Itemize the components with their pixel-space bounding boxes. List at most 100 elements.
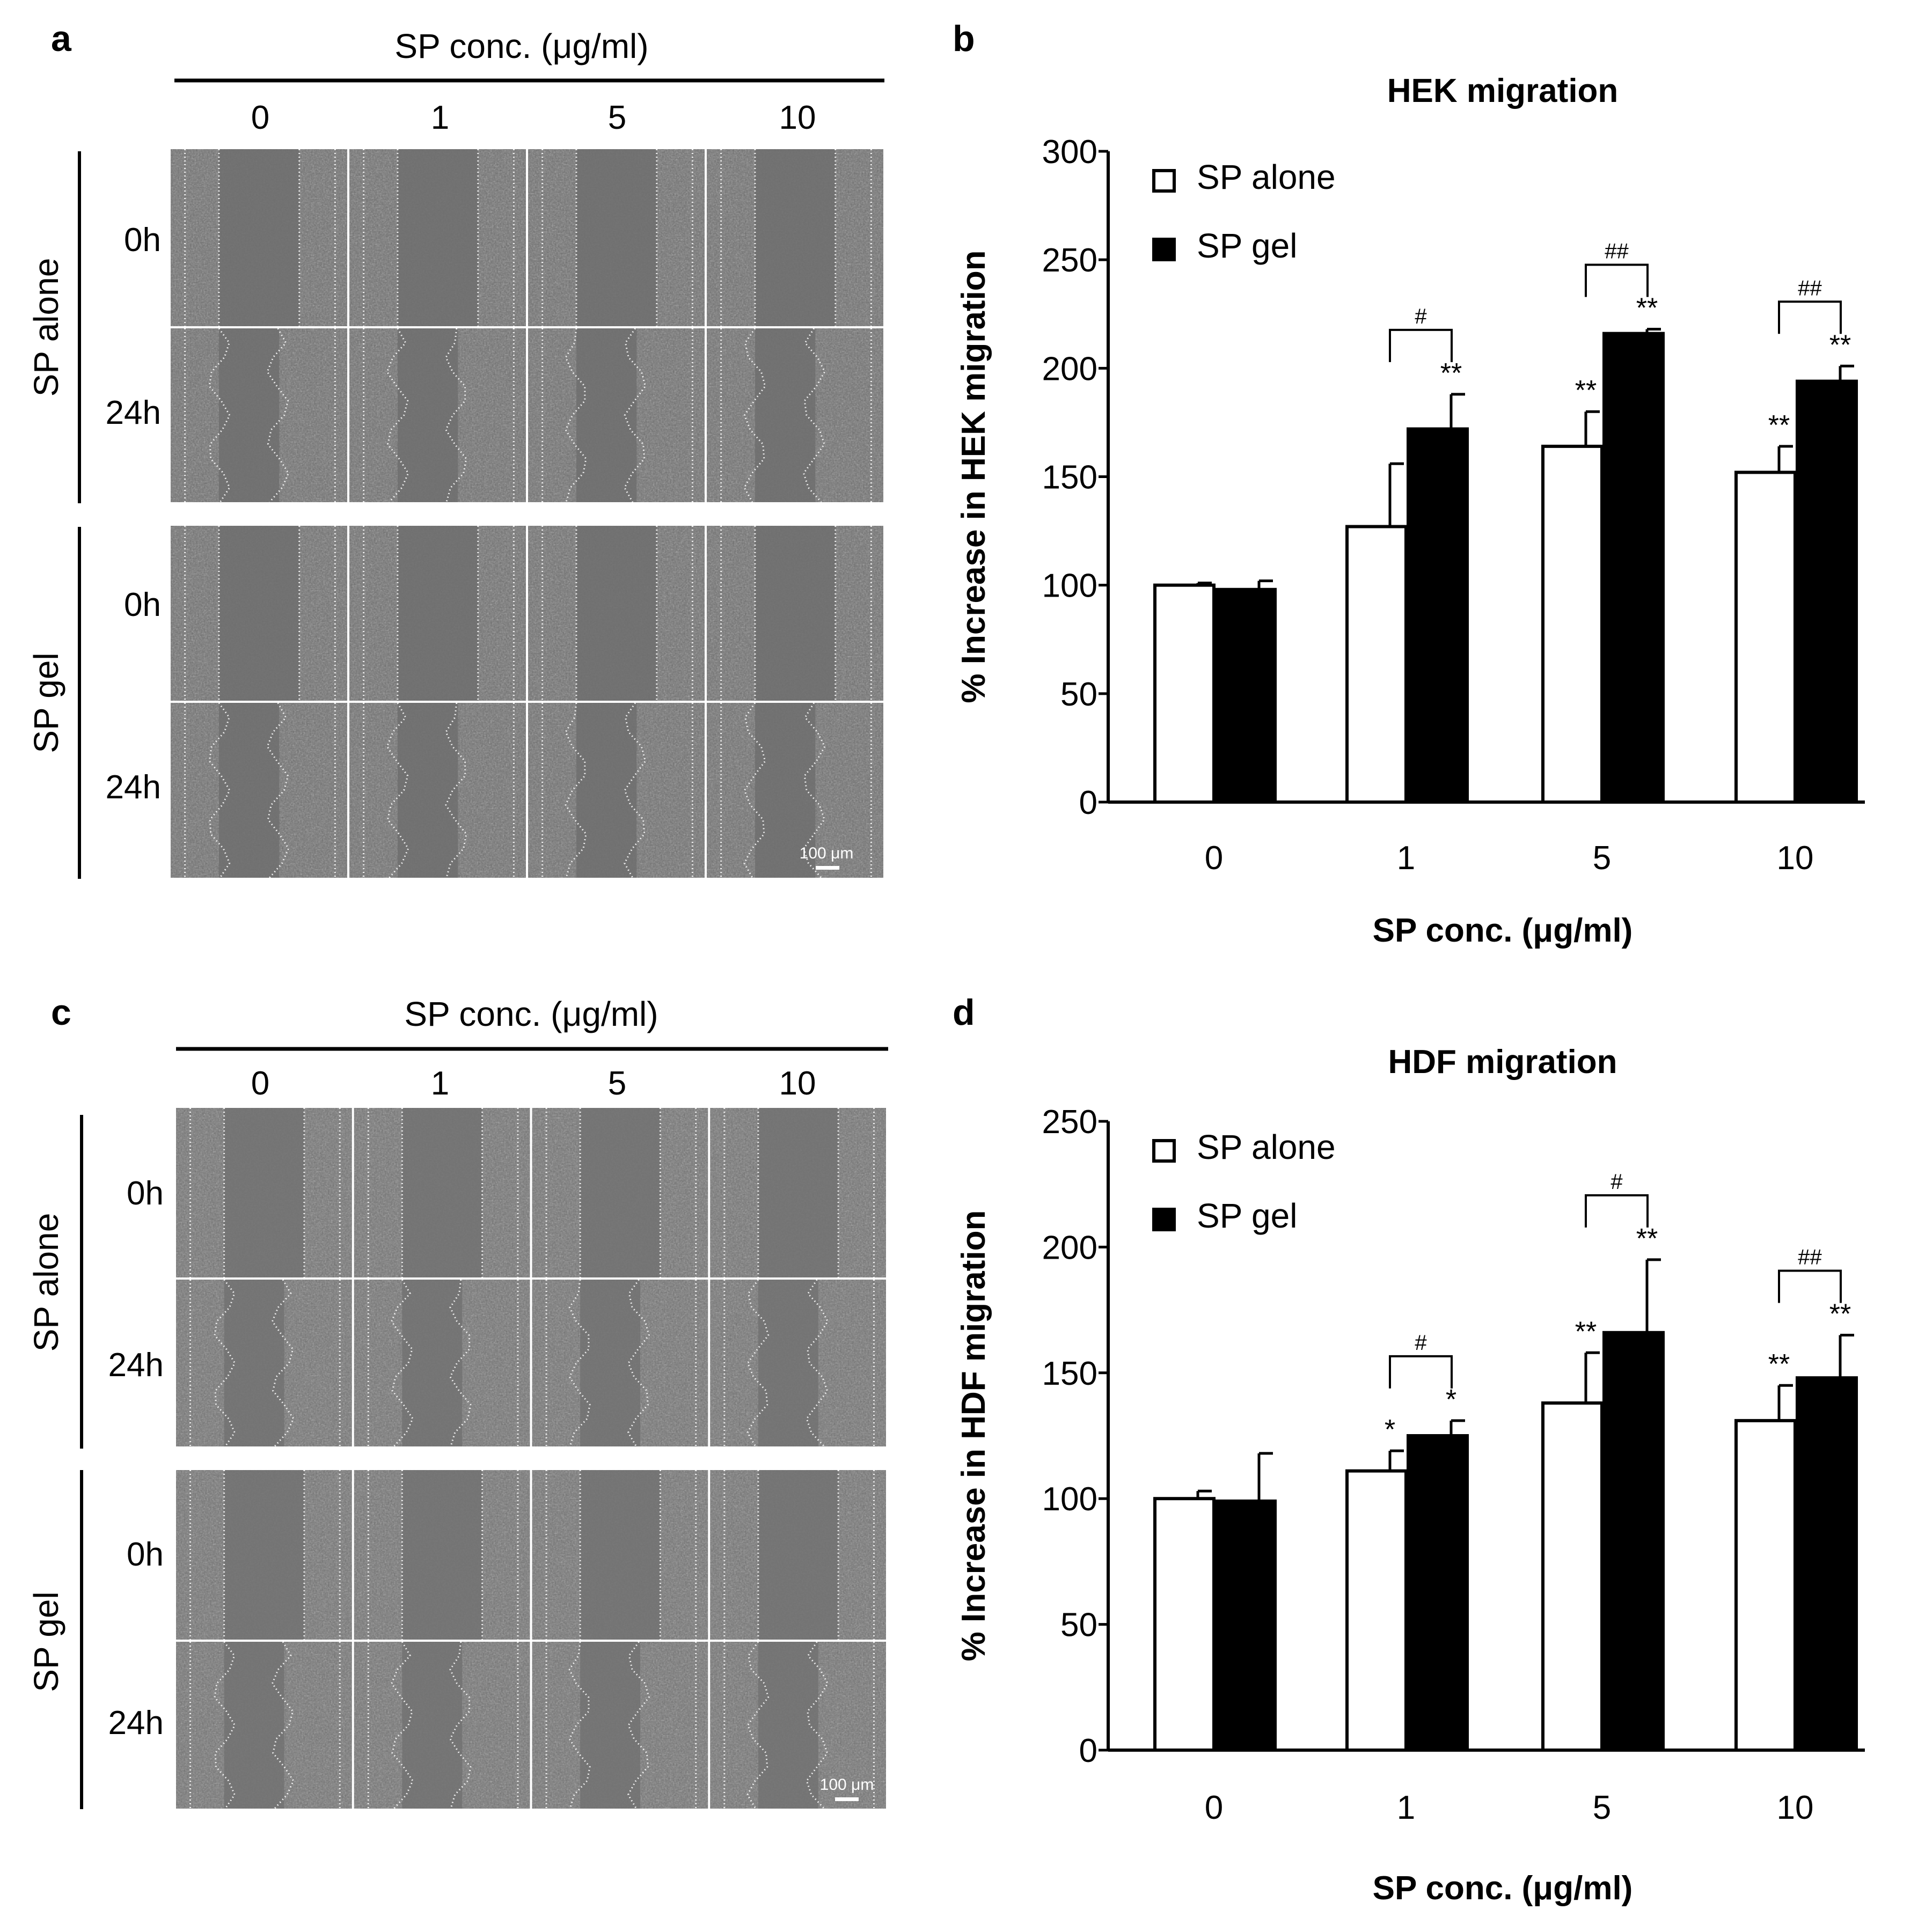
panel-c-header: SP conc. (μg/ml) bbox=[404, 995, 658, 1033]
micrograph-cell bbox=[171, 702, 347, 878]
bar-sp-alone bbox=[1153, 1497, 1216, 1752]
x-tick-label: 10 bbox=[1777, 1789, 1814, 1826]
chart-title: HDF migration bbox=[1388, 1044, 1617, 1081]
legend-label: SP gel bbox=[1197, 1196, 1297, 1235]
panel-a: a SP conc. (μg/ml) 0 1 5 10 SP alone SP … bbox=[27, 18, 884, 879]
micrograph-cell bbox=[171, 149, 347, 326]
panel-c-col-1: 1 bbox=[431, 1065, 449, 1102]
significance-star: * bbox=[1385, 1414, 1395, 1445]
panel-c-row-24h-gel: 24h bbox=[108, 1705, 164, 1742]
panel-a-group-sp-alone: SP alone bbox=[27, 258, 65, 397]
micrograph-cell bbox=[532, 1108, 708, 1277]
bar-sp-alone bbox=[1153, 583, 1216, 804]
legend-label: SP gel bbox=[1197, 226, 1297, 265]
bracket-label: ## bbox=[1798, 1245, 1822, 1269]
bracket-label: # bbox=[1415, 305, 1427, 328]
bar-sp-alone bbox=[1541, 1401, 1604, 1752]
significance-bracket bbox=[1778, 300, 1842, 334]
y-tick-label: 250 bbox=[1042, 242, 1097, 279]
significance-star: ** bbox=[1575, 375, 1597, 406]
y-tick-label: 50 bbox=[1060, 676, 1097, 713]
bar-sp-gel bbox=[1796, 1376, 1858, 1752]
panel-a-col-0: 0 bbox=[251, 99, 269, 136]
micrograph-cell bbox=[707, 702, 883, 878]
micrograph-cell bbox=[710, 1108, 886, 1277]
x-axis-label: SP conc. (μg/ml) bbox=[1373, 912, 1633, 949]
panel-c-col-0: 0 bbox=[251, 1065, 269, 1102]
bracket-label: # bbox=[1415, 1331, 1427, 1355]
micrograph-cell bbox=[710, 1470, 886, 1640]
panel-letter-b: b bbox=[953, 18, 975, 59]
micrograph-cell bbox=[532, 1279, 708, 1447]
micrograph-cell bbox=[176, 1108, 352, 1277]
panel-a-micrograph-grid bbox=[171, 149, 883, 878]
panel-a-row-24h-alone: 24h bbox=[106, 394, 161, 431]
y-tick-label: 200 bbox=[1042, 1229, 1097, 1266]
micrograph-cell bbox=[354, 1470, 530, 1640]
panel-c-group-sp-gel: SP gel bbox=[27, 1591, 65, 1692]
y-tick-label: 300 bbox=[1042, 134, 1097, 171]
micrograph-cell bbox=[354, 1108, 530, 1277]
significance-bracket bbox=[1778, 1269, 1842, 1303]
micrograph-cell bbox=[349, 149, 526, 326]
significance-star: ** bbox=[1768, 1349, 1790, 1380]
significance-star: ** bbox=[1768, 410, 1790, 441]
micrograph-cell bbox=[349, 702, 526, 878]
x-tick-label: 0 bbox=[1205, 840, 1223, 877]
bar-sp-alone bbox=[1345, 525, 1408, 804]
x-tick-label: 0 bbox=[1205, 1789, 1223, 1826]
panel-c-scale-bar-label: 100 μm bbox=[820, 1776, 874, 1794]
bar-sp-alone bbox=[1345, 1469, 1408, 1752]
legend-swatch-sp-alone bbox=[1152, 1139, 1176, 1163]
significance-star: ** bbox=[1636, 293, 1658, 324]
bar-sp-alone bbox=[1734, 471, 1797, 804]
panel-a-col-5: 5 bbox=[608, 99, 626, 136]
y-tick-label: 100 bbox=[1042, 568, 1097, 605]
legend-swatch-sp-alone bbox=[1152, 169, 1176, 193]
panel-c-row-0h-alone: 0h bbox=[127, 1175, 164, 1212]
panel-c-group-sp-alone: SP alone bbox=[27, 1213, 65, 1352]
panel-a-header: SP conc. (μg/ml) bbox=[394, 27, 648, 65]
panel-a-row-0h-gel: 0h bbox=[124, 586, 161, 623]
panel-c-col-5: 5 bbox=[608, 1065, 626, 1102]
y-tick-label: 50 bbox=[1060, 1607, 1097, 1644]
micrograph-cell bbox=[710, 1641, 886, 1810]
y-axis-label: % Increase in HEK migration bbox=[955, 250, 992, 703]
micrograph-cell bbox=[354, 1279, 530, 1448]
micrograph-cell bbox=[176, 1641, 352, 1810]
bar-sp-gel bbox=[1407, 427, 1469, 804]
bar-sp-alone bbox=[1541, 444, 1604, 804]
micrograph-cell bbox=[171, 328, 347, 503]
significance-bracket bbox=[1585, 263, 1649, 297]
y-tick-label: 100 bbox=[1042, 1481, 1097, 1518]
bracket-label: # bbox=[1610, 1170, 1623, 1194]
chart-title: HEK migration bbox=[1387, 72, 1619, 109]
panel-letter-a: a bbox=[51, 18, 72, 59]
panel-c-row-0h-gel: 0h bbox=[127, 1536, 164, 1573]
significance-star: ** bbox=[1575, 1316, 1597, 1347]
micrograph-cell bbox=[710, 1279, 886, 1448]
micrograph-cell bbox=[528, 702, 705, 878]
micrograph-cell bbox=[354, 1641, 530, 1810]
panel-c-micrograph-grid bbox=[176, 1108, 886, 1810]
bar-sp-gel bbox=[1214, 1499, 1277, 1752]
micrograph-cell bbox=[171, 526, 347, 701]
legend-label: SP alone bbox=[1197, 158, 1336, 196]
legend-swatch-sp-gel bbox=[1152, 1208, 1176, 1231]
y-tick-label: 150 bbox=[1042, 459, 1097, 496]
panel-c-row-24h-alone: 24h bbox=[108, 1347, 164, 1384]
micrograph-cell bbox=[707, 328, 883, 503]
significance-star: ** bbox=[1636, 1223, 1658, 1254]
significance-star: ** bbox=[1829, 1298, 1851, 1329]
x-axis-label: SP conc. (μg/ml) bbox=[1373, 1870, 1633, 1907]
x-tick-label: 1 bbox=[1397, 1789, 1415, 1826]
micrograph-cell bbox=[349, 328, 526, 503]
y-tick-label: 0 bbox=[1079, 784, 1097, 821]
panel-c-col-10: 10 bbox=[779, 1065, 816, 1102]
micrograph-cell bbox=[707, 526, 883, 701]
micrograph-cell bbox=[176, 1470, 352, 1640]
panel-a-scale-bar-label: 100 μm bbox=[800, 844, 854, 862]
bracket-label: ## bbox=[1798, 276, 1822, 300]
